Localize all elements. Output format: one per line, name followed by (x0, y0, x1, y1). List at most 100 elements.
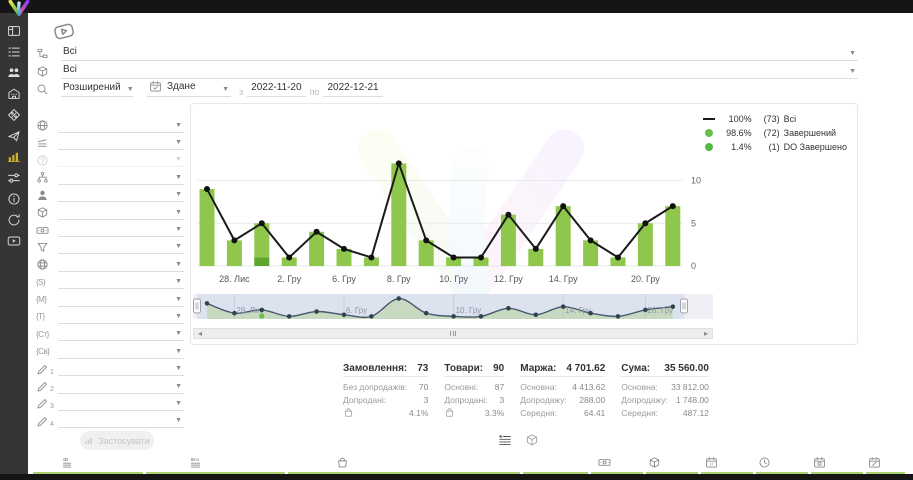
chart-navigator[interactable]: 28. Лис 6. Гру 10. Гру 14. Гру 20. Гру (193, 293, 713, 332)
filter-select-manager[interactable]: ▼ (58, 188, 184, 203)
filter-select-status-group[interactable]: ▼ (58, 136, 184, 151)
filter-select-tag-s[interactable]: ▼ (58, 275, 184, 290)
filter-select-tag-t[interactable]: ▼ (58, 310, 184, 324)
chevron-down-icon: ▼ (175, 399, 182, 407)
chart-scrollbar[interactable]: ◂ ▸ (193, 328, 713, 339)
svg-text:5: 5 (691, 218, 696, 228)
filter-row-funnel: ▼ (36, 239, 184, 256)
date-to-label: по (309, 87, 320, 97)
view-toggles (498, 433, 539, 447)
table-header-col-products[interactable] (648, 456, 661, 469)
filter-row-unknown: ▼ (36, 152, 184, 169)
table-header-col-time[interactable] (758, 456, 771, 469)
legend-item[interactable]: 100% (73) Всі (702, 112, 847, 126)
sidebar-item-statistics[interactable] (7, 150, 21, 164)
table-header-col-date-created[interactable]: 17 (705, 456, 718, 469)
product-cube-icon (36, 65, 49, 78)
table-header-col-date-received[interactable] (813, 456, 826, 469)
chart-legend: 100% (73) Всі 98.6% (72) Завершений 1.4% (1) DO … (702, 112, 847, 154)
table-header-col-id-o[interactable]: ID-o (190, 456, 203, 469)
svg-text:ID-o: ID-o (191, 457, 200, 462)
filter-row-custom-field-2: 2 ▼ (36, 378, 184, 395)
toggle-list-view[interactable] (498, 433, 512, 447)
pencil-icon: 1 (36, 363, 54, 376)
filter-select-funnel[interactable]: ▼ (58, 240, 184, 255)
table-header-col-id[interactable]: ID (62, 456, 75, 469)
svg-text:28. Лис: 28. Лис (236, 306, 263, 315)
chevron-down-icon: ▼ (175, 139, 182, 147)
search-mode-select[interactable]: Розширений ▼ (61, 82, 134, 97)
navigator-handle[interactable] (680, 298, 688, 314)
chevron-down-icon: ▼ (175, 382, 182, 390)
tag-s-icon: {S} (36, 277, 46, 287)
video-help-button[interactable] (50, 20, 78, 44)
scroll-left-arrow-icon[interactable]: ◂ (197, 329, 202, 338)
filter-select-tag-m[interactable]: ▼ (58, 293, 184, 307)
bottom-bar (0, 474, 913, 480)
filter-row-custom-field-4: 4 ▼ (36, 413, 184, 430)
toggle-product-view[interactable] (525, 433, 539, 447)
legend-item[interactable]: 1.4% (1) DO Завершено (703, 140, 847, 154)
date-to-input[interactable]: 2022-12-21 (323, 82, 383, 97)
filter-select-custom-field-3[interactable]: ▼ (58, 397, 184, 411)
table-header-col-date-edited[interactable] (868, 456, 881, 469)
filter-row-tag-m: {M} ▼ (36, 291, 184, 308)
date-field-select[interactable]: Здане ▼ (147, 80, 231, 97)
banknote-icon (36, 224, 49, 237)
calendar-check-icon (149, 80, 162, 93)
chevron-down-icon: ▼ (175, 417, 182, 425)
sidebar (0, 13, 28, 474)
filter-select-tag-sv[interactable]: ▼ (58, 345, 184, 359)
sidebar-item-campaigns[interactable] (7, 129, 21, 143)
filter-row-structure: ▼ (36, 169, 184, 186)
chevron-down-icon: ▼ (175, 121, 182, 129)
filter-select-payment[interactable]: ▼ (58, 223, 184, 238)
legend-item[interactable]: 98.6% (72) Завершений (703, 126, 847, 140)
apply-button[interactable]: Застосувати (80, 431, 154, 450)
filter-select-source[interactable]: ▼ (58, 258, 184, 272)
main-content: Всі ▼ Всі ▼ Розширений ▼ Здане ▼ (28, 13, 913, 474)
filter-row-tag-sv: {Св} ▼ (36, 343, 184, 360)
stat-row: Основна: 4 413.62 (520, 381, 606, 392)
table-header-col-order[interactable] (336, 456, 349, 469)
sidebar-item-orders[interactable] (7, 45, 21, 59)
filter-select-custom-field-4[interactable]: ▼ (58, 414, 184, 429)
app-logo[interactable] (6, 0, 32, 21)
product-select[interactable]: Всі ▼ (61, 64, 858, 79)
filter-select-country[interactable]: ▼ (58, 119, 184, 133)
navigator-handle[interactable] (193, 298, 201, 314)
filter-row-custom-field-1: 1 ▼ (36, 360, 184, 377)
chevron-down-icon: ▼ (175, 260, 182, 268)
filter-select-product[interactable]: ▼ (58, 206, 184, 220)
pencil-icon: 3 (36, 397, 54, 410)
filter-select-unknown[interactable]: ▼ (58, 153, 184, 168)
chevron-down-icon: ▼ (175, 365, 182, 373)
scrollbar-grip[interactable] (450, 331, 456, 336)
filter-row-product: ▼ (36, 204, 184, 221)
chevron-down-icon: ▼ (175, 312, 182, 320)
category-select[interactable]: Всі ▼ (61, 46, 858, 61)
svg-text:20. Гру: 20. Гру (631, 274, 660, 284)
sidebar-item-settings[interactable] (7, 171, 21, 185)
sidebar-item-store[interactable] (7, 87, 21, 101)
pencil-icon: 4 (36, 415, 54, 428)
table-header-col-payment[interactable] (598, 456, 611, 469)
date-from-input[interactable]: 2022-11-20 (247, 82, 306, 97)
filter-row-status-group: ▼ (36, 134, 184, 151)
filter-select-custom-field-1[interactable]: ▼ (58, 362, 184, 377)
filter-select-custom-field-2[interactable]: ▼ (58, 380, 184, 394)
sidebar-item-promotions[interactable] (7, 108, 21, 122)
sidebar-item-customers[interactable] (7, 66, 21, 80)
filter-select-structure[interactable]: ▼ (58, 171, 184, 185)
chevron-down-icon: ▼ (849, 50, 856, 57)
sidebar-item-dashboard[interactable] (7, 24, 21, 38)
filter-select-tag-st[interactable]: ▼ (58, 327, 184, 342)
scroll-right-arrow-icon[interactable]: ▸ (703, 329, 708, 338)
sidebar-item-sync[interactable] (7, 213, 21, 227)
tag-st-icon: {Ст} (36, 329, 49, 339)
svg-text:10. Гру: 10. Гру (456, 306, 482, 315)
tag-t-icon: {T} (36, 312, 45, 322)
orders-chart[interactable]: 0 5 10 28. Лис 2. Гру 6. Гру 8. Гру 10. Гру 12. … (193, 110, 713, 297)
sidebar-item-video-tutorials[interactable] (7, 234, 21, 248)
sidebar-item-info[interactable] (7, 192, 21, 206)
